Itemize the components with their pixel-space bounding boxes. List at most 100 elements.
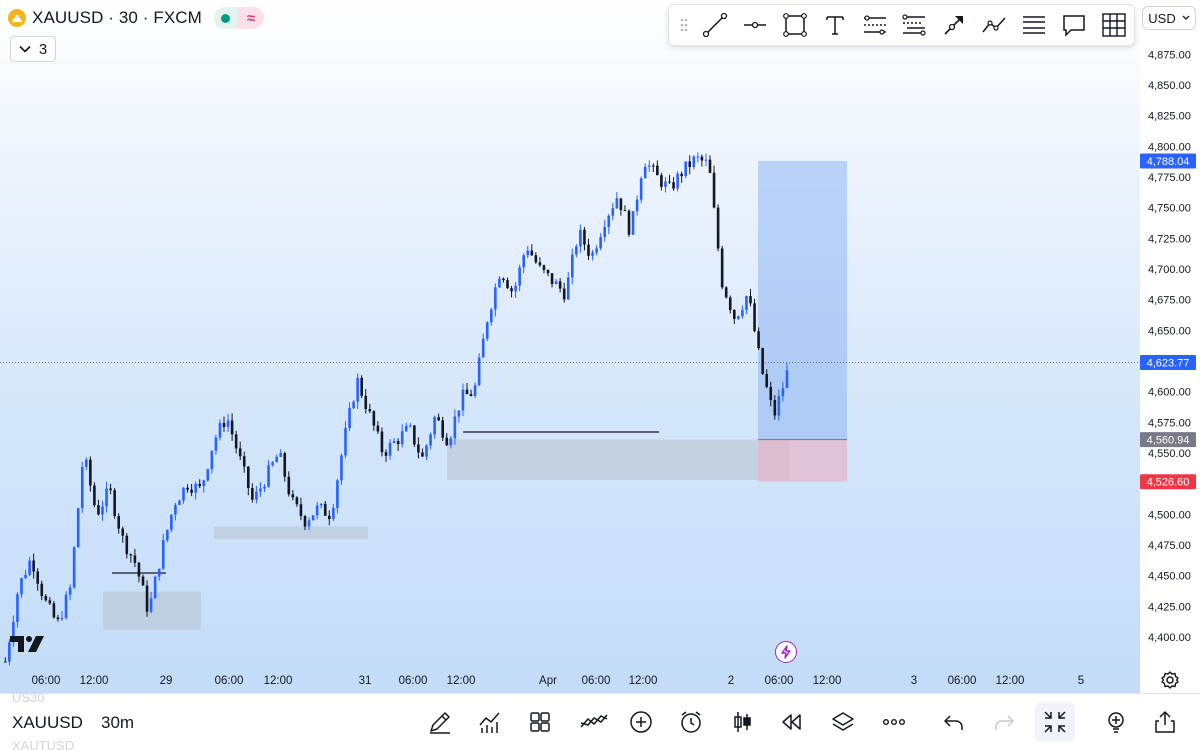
indicator-collapse-button[interactable]: 3 xyxy=(10,36,56,62)
candle xyxy=(105,488,108,507)
trend-line-icon[interactable] xyxy=(695,5,735,45)
price-tick-label: 4,775.00 xyxy=(1148,172,1191,184)
candle-type-icon xyxy=(734,712,751,732)
candle xyxy=(643,166,647,179)
price-tick-label: 4,650.00 xyxy=(1148,325,1191,337)
price-tick-label: 4,475.00 xyxy=(1148,540,1191,552)
rectangle-icon[interactable] xyxy=(775,5,815,45)
candle xyxy=(575,246,578,255)
price-tick-label: 4,600.00 xyxy=(1148,387,1191,399)
candle xyxy=(737,316,740,319)
candle xyxy=(259,488,262,492)
long-position-stop-zone xyxy=(758,439,847,482)
next-symbol[interactable]: XAUTUSD xyxy=(12,738,75,750)
candle xyxy=(583,229,586,245)
candle xyxy=(781,388,785,397)
horizontal-line-icon[interactable] xyxy=(735,5,775,45)
candle xyxy=(712,172,716,208)
undo-button[interactable] xyxy=(936,704,972,740)
price-chart[interactable]: 06:00 12:00 29 06:00 12:00 31 06:00 12:00 Apr 06:… xyxy=(0,0,1140,693)
drag-handle-icon[interactable] xyxy=(673,5,695,45)
candle-type-button[interactable] xyxy=(724,704,760,740)
candle xyxy=(28,560,31,575)
event-marker[interactable] xyxy=(775,641,797,663)
price-tick-label: 4,575.00 xyxy=(1148,417,1191,429)
arrow-marker-icon[interactable] xyxy=(934,5,974,45)
add-button[interactable] xyxy=(623,704,659,740)
candle xyxy=(80,466,84,509)
bottom-toolbar: US30 XAUUSD 30m XAUTUSD xyxy=(0,690,1200,750)
compare-button[interactable] xyxy=(576,704,612,740)
candle xyxy=(376,425,380,432)
candle xyxy=(530,250,534,256)
horizontal-lines-icon[interactable] xyxy=(1014,5,1054,45)
draw-tool-button[interactable] xyxy=(422,704,458,740)
share-button[interactable] xyxy=(1147,704,1183,740)
time-axis-label: 06:00 xyxy=(32,675,61,687)
candle xyxy=(587,244,590,256)
chart-area[interactable]: 06:00 12:00 29 06:00 12:00 31 06:00 12:00 Apr 06:… xyxy=(0,0,1140,693)
candle xyxy=(234,434,238,449)
replay-button[interactable] xyxy=(774,704,810,740)
time-axis-label: 06:00 xyxy=(399,675,428,687)
candle xyxy=(445,437,449,446)
flash-icon xyxy=(781,645,791,659)
redo-button[interactable] xyxy=(986,704,1022,740)
text-icon[interactable] xyxy=(815,5,855,45)
candle xyxy=(93,485,96,506)
price-tick-label: 4,800.00 xyxy=(1148,141,1191,153)
parallel-channel-icon[interactable] xyxy=(855,5,895,45)
more-button[interactable] xyxy=(876,704,912,740)
candle xyxy=(206,469,210,481)
exit-fullscreen-button[interactable] xyxy=(1035,702,1075,742)
price-tick-label: 4,850.00 xyxy=(1148,80,1191,92)
candle xyxy=(344,428,347,456)
price-tick-label: 4,825.00 xyxy=(1148,111,1191,123)
candle xyxy=(161,540,165,569)
candle xyxy=(145,585,149,612)
price-label-tag xyxy=(1140,355,1196,371)
candle xyxy=(20,578,23,595)
candle xyxy=(404,425,408,432)
path-icon[interactable] xyxy=(974,5,1014,45)
candle xyxy=(279,453,282,457)
demand-zone xyxy=(447,439,790,480)
price-axis[interactable]: 4,875.00 4,850.00 4,825.00 4,800.00 4,775.00… xyxy=(1140,0,1200,693)
candle xyxy=(125,535,129,555)
chart-settings-icon[interactable] xyxy=(1160,670,1180,690)
market-status-badge[interactable]: ≈ xyxy=(213,7,264,29)
previous-symbol[interactable]: US30 xyxy=(12,690,45,705)
layers-button[interactable] xyxy=(825,704,861,740)
fib-retracement-icon[interactable] xyxy=(894,5,934,45)
interval-selector[interactable]: 30m xyxy=(101,713,135,732)
candle xyxy=(619,198,623,211)
callout-icon[interactable] xyxy=(1054,5,1094,45)
templates-button[interactable] xyxy=(522,704,558,740)
symbol-title[interactable]: XAUUSD · 30 · FXCM xyxy=(32,8,202,27)
candle xyxy=(32,560,35,572)
candle xyxy=(226,420,230,427)
idea-button[interactable] xyxy=(1098,704,1134,740)
share-icon xyxy=(1155,711,1175,733)
candle xyxy=(178,500,181,505)
candle xyxy=(704,159,708,161)
candle xyxy=(433,417,436,435)
candle xyxy=(639,178,643,200)
tradingview-logo-icon xyxy=(10,636,44,652)
candle xyxy=(97,505,100,515)
candle xyxy=(255,491,258,500)
time-axis-label: 31 xyxy=(359,675,372,687)
candle xyxy=(425,445,428,457)
candle xyxy=(218,423,222,438)
candle xyxy=(477,357,481,386)
indicator-count: 3 xyxy=(38,40,48,58)
alert-button[interactable] xyxy=(673,704,709,740)
candle xyxy=(733,309,736,319)
currency-selector[interactable]: USD xyxy=(1142,6,1196,30)
candle xyxy=(469,394,473,396)
symbol-selector[interactable]: XAUUSD xyxy=(12,713,83,732)
candle xyxy=(607,215,611,227)
indicators-button[interactable] xyxy=(472,704,508,740)
grid-icon[interactable] xyxy=(1094,5,1134,45)
gold-logo-icon xyxy=(8,9,26,27)
